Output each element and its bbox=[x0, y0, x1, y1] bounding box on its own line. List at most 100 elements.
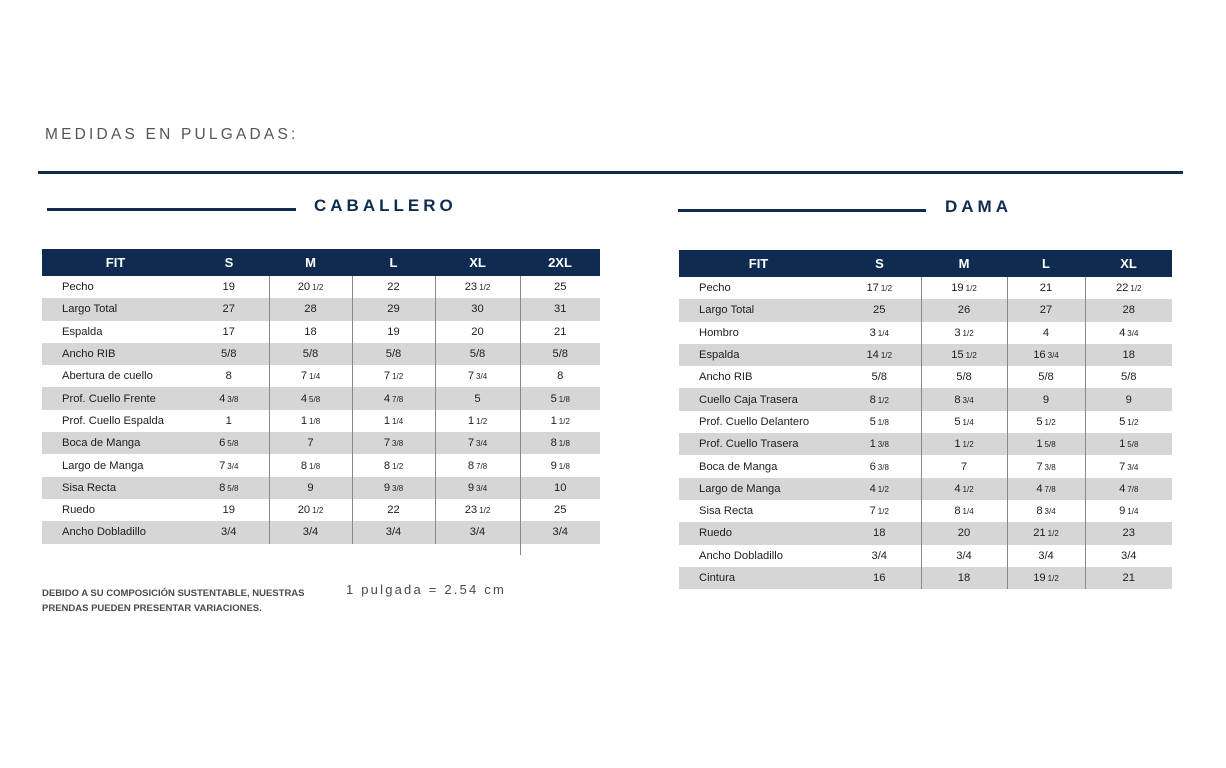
fraction-part: 5/8 bbox=[227, 439, 239, 449]
measurement-value: 5 1/8 bbox=[519, 387, 600, 410]
measurement-value: 7 3/4 bbox=[434, 432, 520, 455]
fraction-part: 1/2 bbox=[479, 506, 491, 516]
table-row: Boca de Manga 6 3/8 7 7 3/8 7 3/4 bbox=[679, 455, 1172, 478]
table-row: Prof. Cuello Frente 4 3/8 4 5/8 4 7/8 5 5 1/8 bbox=[42, 387, 600, 410]
fraction-part: 3/4 bbox=[962, 395, 974, 405]
table-row: Boca de Manga 6 5/8 7 7 3/8 7 3/4 8 1/8 bbox=[42, 432, 600, 455]
measurement-value: 5/8 bbox=[1084, 366, 1172, 389]
measurement-value: 5/8 bbox=[519, 342, 600, 366]
measurement-label: Pecho bbox=[62, 281, 94, 294]
measurement-value: 19 bbox=[222, 281, 235, 294]
measurement-value: 3 1/2 bbox=[920, 321, 1007, 344]
measurement-value: 3/4 bbox=[189, 521, 269, 544]
measurement-value: 4 bbox=[1006, 321, 1085, 344]
fraction-part: 1/8 bbox=[558, 439, 570, 449]
table-row: Ruedo 19 20 1/2 22 23 1/2 25 bbox=[42, 498, 600, 522]
fraction-part: 5/8 bbox=[227, 483, 239, 493]
measurement-value: 5/8 bbox=[189, 342, 269, 366]
table-row: Sisa Recta 7 1/2 8 1/4 8 3/4 9 1/4 bbox=[679, 499, 1172, 523]
measurement-label: Sisa Recta bbox=[699, 505, 754, 518]
measurement-value: 8 7/8 bbox=[434, 454, 520, 477]
measurement-label: Sisa Recta bbox=[42, 476, 189, 499]
fraction-part: 1/2 bbox=[1130, 284, 1142, 294]
fraction-part: 5/8 bbox=[1127, 440, 1139, 450]
fraction-part: 3/8 bbox=[227, 394, 239, 404]
table-row: Pecho 17 1/2 19 1/2 21 22 1/2 bbox=[679, 277, 1172, 300]
measurement-value: 4 7/8 bbox=[351, 387, 435, 410]
fraction-part: 7/8 bbox=[392, 394, 404, 404]
measurement-value: 14 1/2 bbox=[838, 343, 921, 367]
table-row: Ruedo 18 20 21 1/2 23 bbox=[679, 522, 1172, 545]
measurement-value: 19 bbox=[222, 504, 235, 517]
measurement-value: 9 1/4 bbox=[1084, 499, 1172, 523]
table-row: Prof. Cuello Trasera 1 3/8 1 1/2 1 5/8 1 5/8 bbox=[679, 433, 1172, 456]
measurement-value: 4 1/2 bbox=[920, 477, 1007, 500]
measurement-value: 16 bbox=[838, 566, 921, 590]
fraction-part: 1/8 bbox=[877, 417, 889, 427]
measurement-value: 8 1/8 bbox=[268, 454, 352, 477]
measurement-value: 9 bbox=[1006, 388, 1085, 411]
measurement-value: 23 1/2 bbox=[434, 276, 520, 299]
measurement-value: 21 1/2 bbox=[1006, 522, 1085, 545]
measurement-value: 3/4 bbox=[1006, 544, 1085, 567]
measurement-value: 8 1/4 bbox=[920, 499, 1007, 523]
fraction-part: 3/4 bbox=[476, 372, 488, 382]
inch-conversion-note: 1 pulgada = 2.54 cm bbox=[346, 582, 506, 597]
measurement-value: 5 bbox=[434, 387, 520, 410]
measurement-value: 19 1/2 bbox=[920, 277, 1007, 300]
measurement-value: 22 1/2 bbox=[1084, 277, 1172, 300]
measurement-value: 1 1/2 bbox=[519, 409, 600, 433]
fraction-part: 7/8 bbox=[1044, 484, 1056, 494]
measurement-value: 7 1/4 bbox=[268, 365, 352, 388]
table-row: Cuello Caja Trasera 8 1/2 8 3/4 9 9 bbox=[679, 388, 1172, 411]
measurement-value: 20 1/2 bbox=[268, 276, 352, 299]
measurement-value: 9 bbox=[268, 476, 352, 499]
fraction-part: 1/2 bbox=[476, 416, 488, 426]
measurement-value: 7 3/4 bbox=[434, 365, 520, 388]
measurement-value: 4 7/8 bbox=[1006, 477, 1085, 500]
measurement-value: 3/4 bbox=[920, 544, 1007, 567]
measurement-value: 25 bbox=[838, 299, 921, 322]
fraction-part: 7/8 bbox=[1127, 484, 1139, 494]
fraction-part: 1/8 bbox=[558, 394, 570, 404]
measurement-label: Ancho Dobladillo bbox=[699, 549, 783, 562]
fraction-part: 3/8 bbox=[392, 439, 404, 449]
measurement-value: 7 3/4 bbox=[1084, 455, 1172, 478]
table-header-row: FIT S M L XL bbox=[679, 250, 1172, 277]
measurement-label: Cuello Caja Trasera bbox=[679, 388, 838, 411]
measurement-value: 8 1/2 bbox=[838, 388, 921, 411]
column-header-size: XL bbox=[1085, 250, 1172, 277]
measurement-value: 5/8 bbox=[1006, 366, 1085, 389]
measurement-label: Pecho bbox=[699, 282, 731, 295]
caballero-size-table: FIT S M L XL 2XL Pecho 19 20 1/2 22 23 1/2 25 Largo T… bbox=[42, 249, 600, 555]
column-header-fit: FIT bbox=[42, 249, 189, 276]
measurement-value: 17 1/2 bbox=[866, 282, 893, 295]
measurement-value: 17 bbox=[222, 325, 235, 338]
spacer-cell bbox=[352, 544, 435, 555]
measurement-value: 7 3/8 bbox=[1006, 455, 1085, 478]
measurement-value: 7 1/2 bbox=[869, 505, 889, 518]
table-row: Pecho 19 20 1/2 22 23 1/2 25 bbox=[42, 276, 600, 299]
fraction-part: 1/2 bbox=[877, 484, 889, 494]
measurement-label: Cintura bbox=[679, 566, 838, 590]
measurement-value: 1 5/8 bbox=[1006, 433, 1085, 456]
table-row: Espalda 17 18 19 20 21 bbox=[42, 320, 600, 343]
spacer-cell bbox=[519, 543, 600, 555]
measurement-value: 20 1/2 bbox=[268, 498, 352, 522]
measurement-value: 25 bbox=[519, 276, 600, 299]
measurement-value: 1 1/8 bbox=[268, 409, 352, 433]
fraction-part: 1/2 bbox=[880, 351, 893, 361]
fraction-part: 1/8 bbox=[309, 416, 321, 426]
fraction-part: 5/8 bbox=[1044, 440, 1056, 450]
measurement-label: Ancho RIB bbox=[699, 371, 753, 384]
dama-size-table: FIT S M L XL Pecho 17 1/2 19 1/2 21 22 1/2 Largo Tot… bbox=[679, 250, 1172, 590]
fraction-part: 3/4 bbox=[1127, 328, 1139, 338]
fraction-part: 3/8 bbox=[877, 440, 889, 450]
fraction-part: 3/4 bbox=[1127, 462, 1139, 472]
measurement-value: 3/4 bbox=[519, 521, 600, 544]
table-row: Largo Total 27 28 29 30 31 bbox=[42, 298, 600, 321]
fraction-part: 1/4 bbox=[392, 416, 404, 426]
table-row: Ancho RIB 5/8 5/8 5/8 5/8 5/8 bbox=[42, 342, 600, 366]
measurement-value: 31 bbox=[519, 298, 600, 321]
fraction-part: 1/2 bbox=[1044, 417, 1056, 427]
